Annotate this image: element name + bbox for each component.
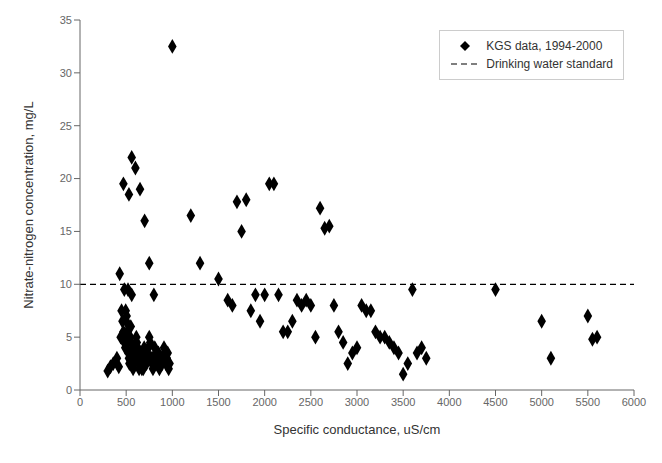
svg-text:2500: 2500 (299, 396, 323, 408)
svg-text:5500: 5500 (576, 396, 600, 408)
svg-text:0: 0 (66, 384, 72, 396)
svg-text:30: 30 (60, 67, 72, 79)
svg-text:35: 35 (60, 14, 72, 26)
svg-text:3500: 3500 (391, 396, 415, 408)
svg-text:4500: 4500 (483, 396, 507, 408)
svg-text:5: 5 (66, 331, 72, 343)
svg-text:15: 15 (60, 225, 72, 237)
html-text:Drinking water standard: Drinking water standard (486, 57, 613, 71)
html-text:KGS data, 1994-2000: KGS data, 1994-2000 (486, 39, 603, 53)
svg-text:25: 25 (60, 120, 72, 132)
svg-text:0: 0 (77, 396, 83, 408)
svg-text:1500: 1500 (206, 396, 230, 408)
svg-text:Nitrate-nitrogen concentration: Nitrate-nitrogen concentration, mg/L (21, 101, 36, 308)
svg-text:5000: 5000 (529, 396, 553, 408)
svg-text:2000: 2000 (252, 396, 276, 408)
svg-text:Specific conductance, uS/cm: Specific conductance, uS/cm (274, 422, 441, 437)
svg-text:4000: 4000 (437, 396, 461, 408)
svg-text:10: 10 (60, 278, 72, 290)
svg-text:1000: 1000 (160, 396, 184, 408)
svg-text:3000: 3000 (345, 396, 369, 408)
svg-text:6000: 6000 (622, 396, 646, 408)
svg-text:20: 20 (60, 172, 72, 184)
svg-text:500: 500 (117, 396, 135, 408)
